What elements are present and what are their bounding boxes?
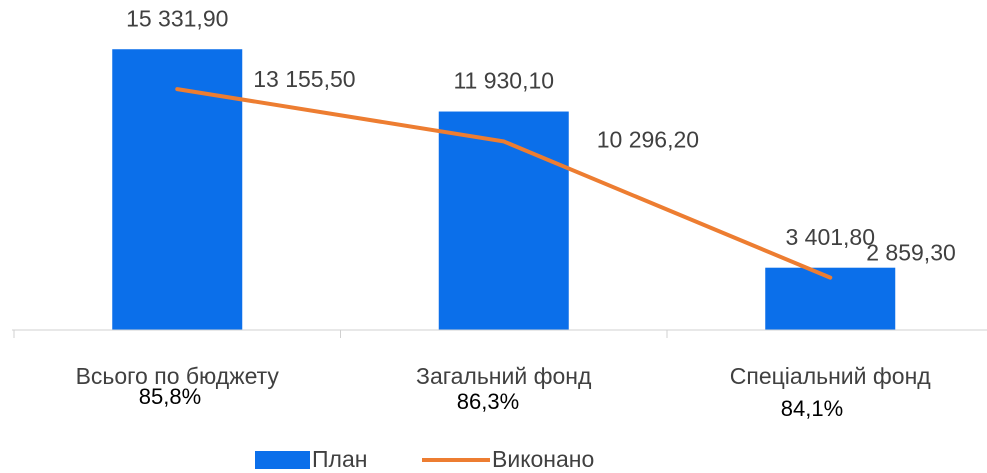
percent-label: 85,8%	[139, 384, 201, 409]
percent-label: 84,1%	[781, 396, 843, 421]
legend-label: Виконано	[492, 446, 594, 472]
x-tick-label: Спеціальний фонд	[730, 363, 932, 389]
legend-swatch	[255, 451, 310, 469]
line-value-label: 2 859,30	[866, 240, 956, 266]
bar	[112, 49, 243, 330]
bar-value-label: 15 331,90	[126, 5, 228, 31]
line-value-label: 10 296,20	[597, 127, 699, 153]
legend-label: План	[312, 446, 367, 472]
x-tick-label: Загальний фонд	[416, 363, 592, 389]
x-tick-label: Всього по бюджету	[76, 363, 280, 389]
line-value-label: 13 155,50	[253, 66, 355, 92]
bar-value-label: 3 401,80	[785, 224, 875, 250]
percent-label: 86,3%	[457, 389, 519, 414]
bar-value-label: 11 930,10	[453, 68, 554, 94]
bar	[438, 111, 569, 330]
line	[175, 87, 833, 280]
